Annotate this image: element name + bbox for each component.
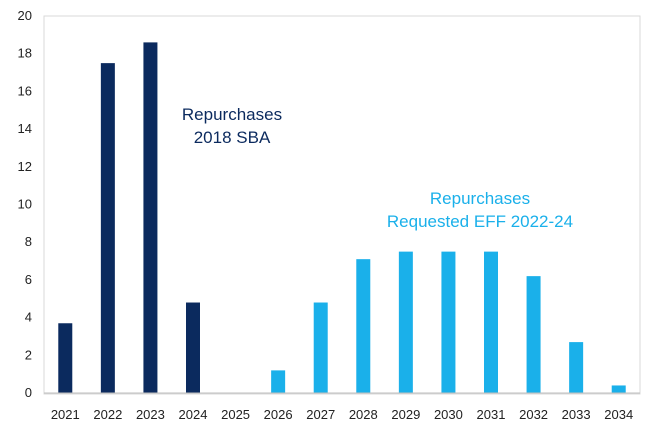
bar-eff (441, 251, 456, 393)
annotation-sba-line1: Repurchases (182, 105, 282, 124)
bar-sba (100, 63, 115, 393)
y-tick-label: 4 (25, 310, 32, 325)
y-tick-label: 12 (18, 159, 32, 174)
bar-eff (271, 370, 286, 393)
x-tick-label: 2030 (434, 407, 463, 422)
bar-eff (526, 276, 541, 393)
y-tick-label: 10 (18, 197, 32, 212)
x-tick-label: 2027 (306, 407, 335, 422)
bars-group (58, 42, 626, 393)
x-tick-label: 2026 (264, 407, 293, 422)
y-tick-label: 0 (25, 385, 32, 400)
x-tick-label: 2023 (136, 407, 165, 422)
y-tick-label: 18 (18, 46, 32, 61)
bar-sba (58, 323, 73, 393)
y-tick-label: 16 (18, 83, 32, 98)
x-tick-label: 2028 (349, 407, 378, 422)
x-tick-label: 2029 (391, 407, 420, 422)
bar-eff (356, 259, 371, 393)
annotation-eff-line2: Requested EFF 2022-24 (387, 212, 573, 231)
x-tick-label: 2034 (604, 407, 633, 422)
annotation-eff-line1: Repurchases (430, 189, 530, 208)
annotation-sba-line2: 2018 SBA (194, 128, 271, 147)
y-tick-label: 14 (18, 121, 32, 136)
bar-eff (569, 342, 584, 393)
x-tick-label: 2021 (51, 407, 80, 422)
x-tick-label: 2025 (221, 407, 250, 422)
y-tick-label: 6 (25, 272, 32, 287)
x-tick-label: 2031 (477, 407, 506, 422)
chart-frame (43, 15, 641, 395)
bar-eff (313, 302, 328, 393)
x-tick-label: 2033 (562, 407, 591, 422)
bar-eff (484, 251, 498, 393)
x-axis-ticks: 2021 2022 2023 2024 2025 2026 2027 2028 2029 2030… (51, 407, 633, 422)
y-tick-label: 20 (18, 8, 32, 23)
bar-eff (611, 385, 626, 393)
bar-eff (398, 251, 413, 393)
y-axis-ticks: 0 2 4 6 8 10 12 14 16 18 20 (18, 8, 32, 400)
y-tick-label: 2 (25, 347, 32, 362)
x-tick-label: 2022 (93, 407, 122, 422)
y-tick-label: 8 (25, 234, 32, 249)
x-tick-label: 2032 (519, 407, 548, 422)
bar-sba (186, 302, 200, 393)
bar-sba (143, 42, 158, 393)
x-tick-label: 2024 (179, 407, 208, 422)
